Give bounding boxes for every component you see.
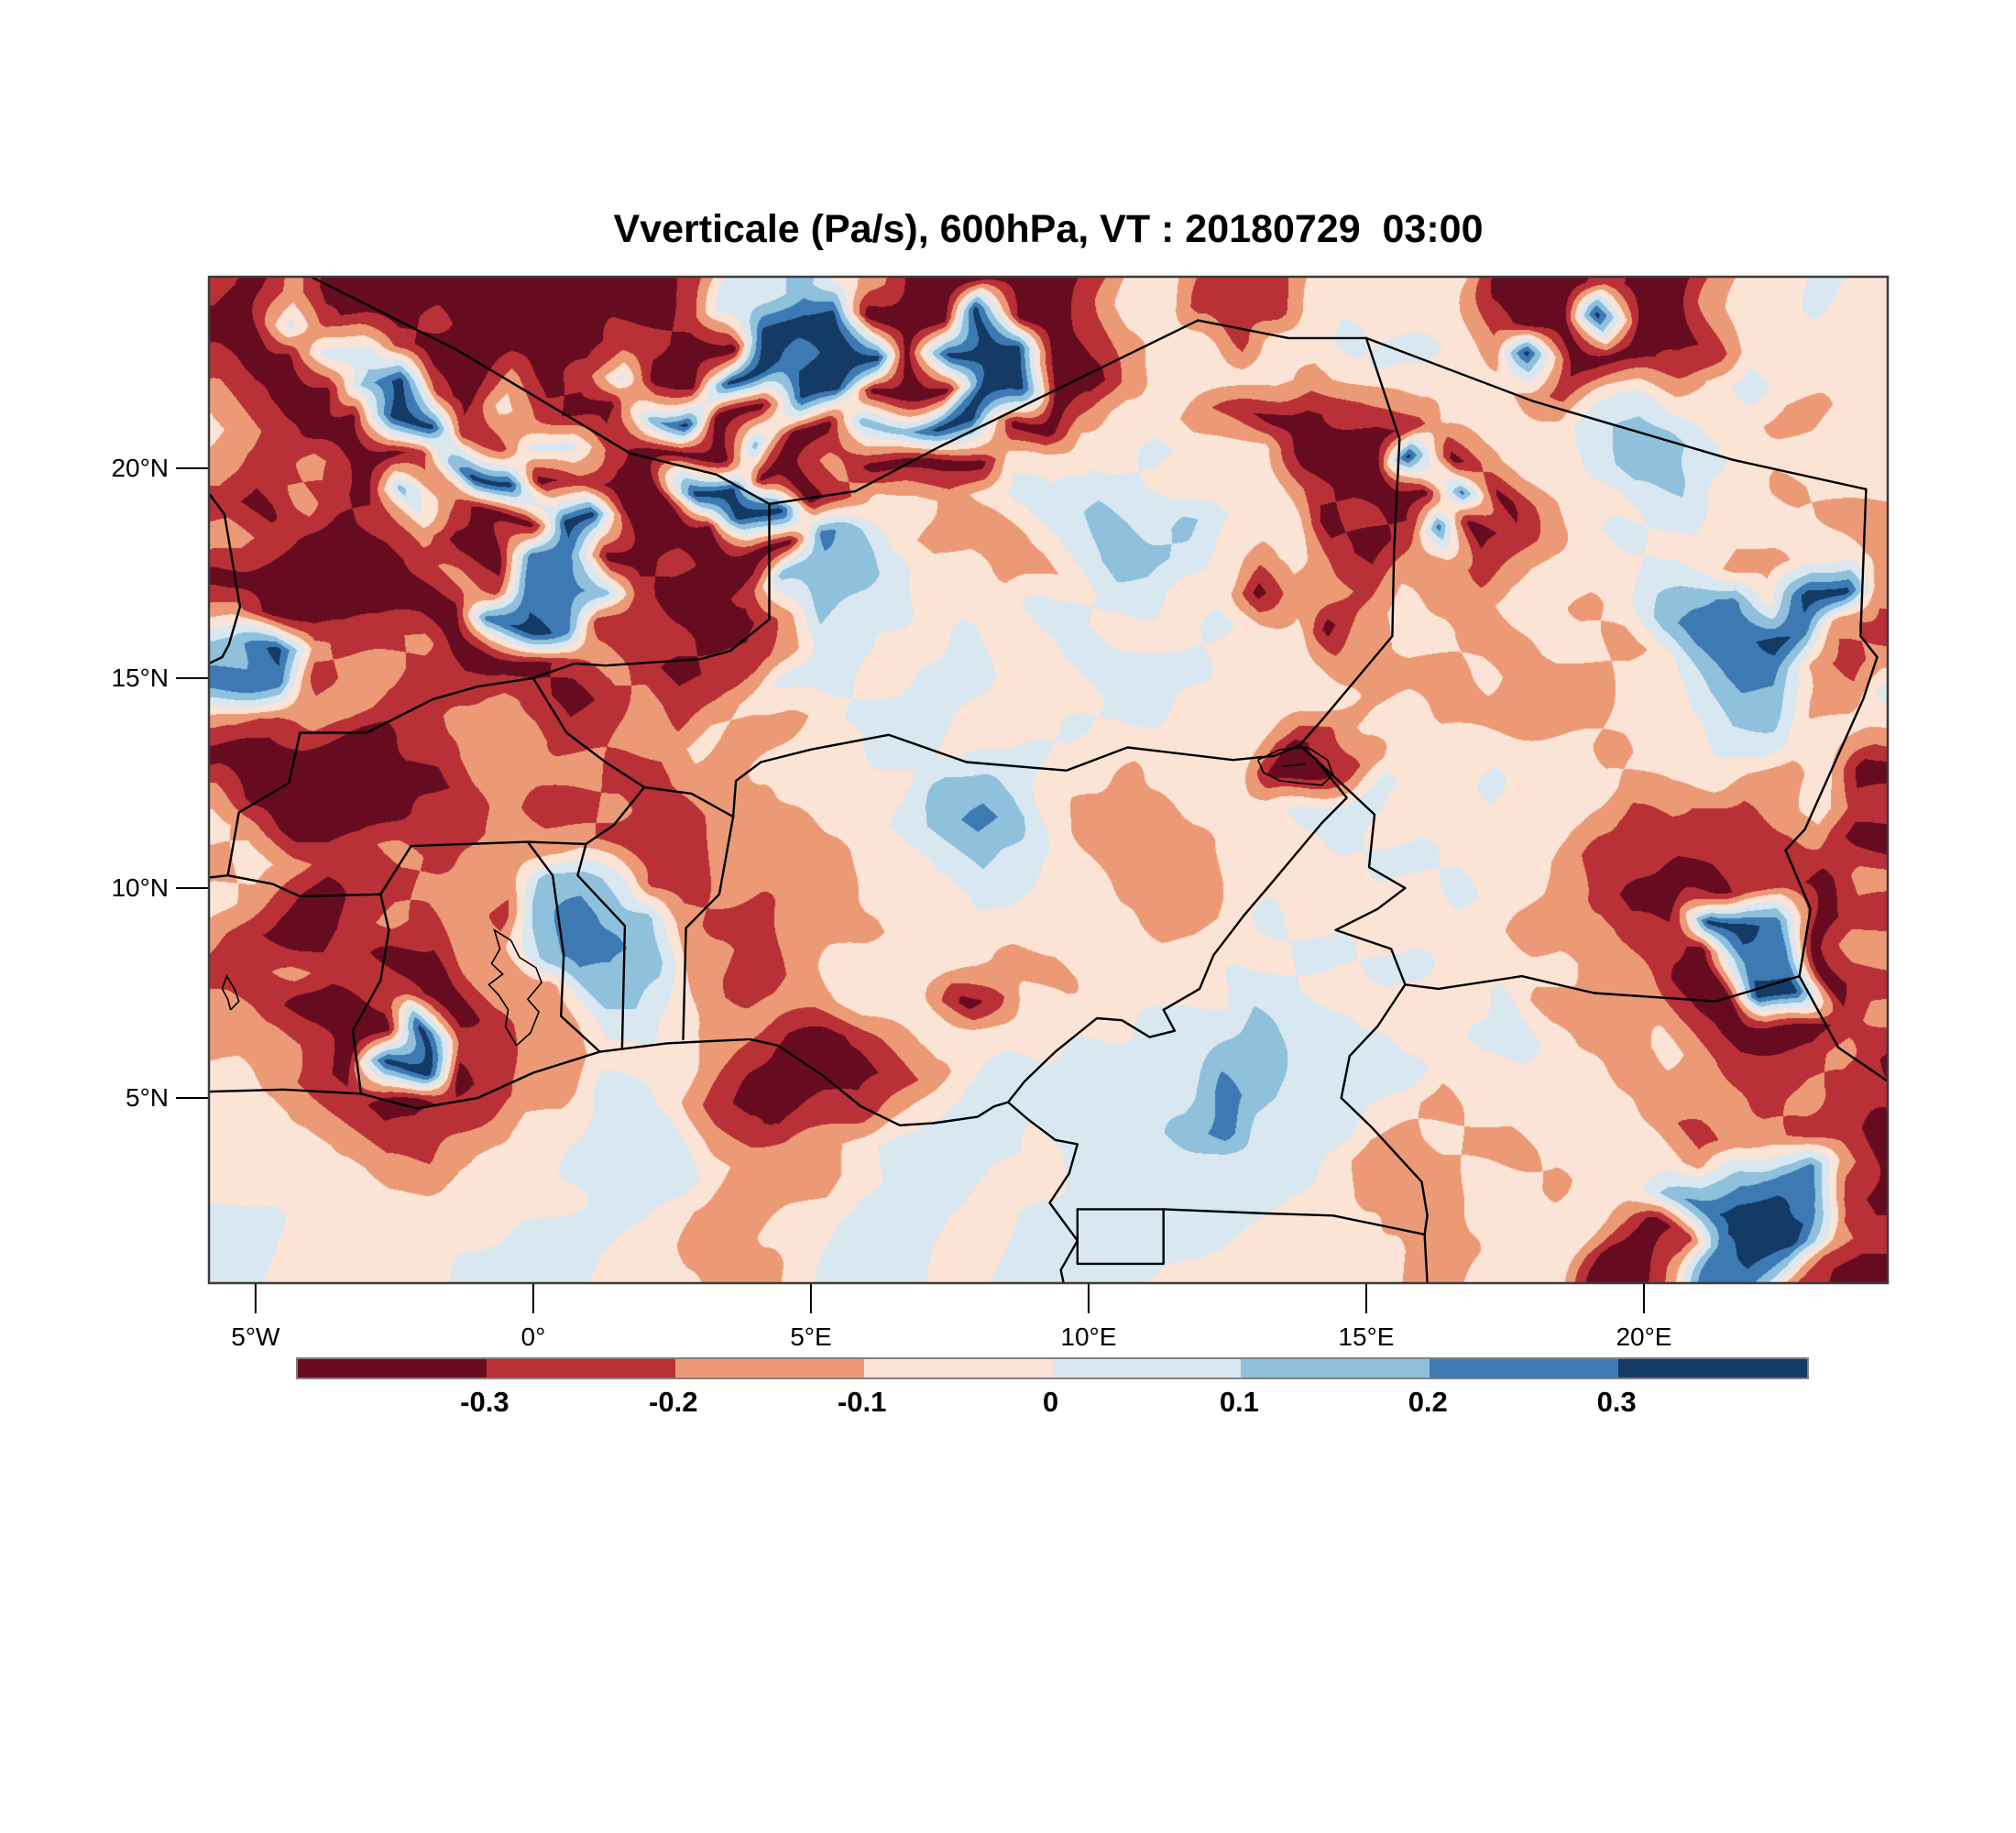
colorbar-tick-label: 0.1 bbox=[1219, 1386, 1259, 1418]
colorbar-tick-label: 0.2 bbox=[1408, 1386, 1448, 1418]
colorbar-tick-label: -0.3 bbox=[460, 1386, 509, 1418]
y-tick-label: 10°N bbox=[111, 873, 169, 902]
contour-field-map bbox=[209, 277, 1888, 1283]
x-tick-label: 5°E bbox=[790, 1323, 832, 1351]
colorbar-segment bbox=[674, 1359, 864, 1377]
x-tick-label: 0° bbox=[520, 1323, 546, 1351]
colorbar-segment bbox=[863, 1359, 1053, 1377]
colorbar-segment bbox=[1052, 1359, 1242, 1377]
colorbar bbox=[296, 1357, 1809, 1379]
x-tick-label: 20°E bbox=[1616, 1323, 1672, 1351]
colorbar-segment bbox=[298, 1359, 487, 1377]
y-tick-label: 20°N bbox=[111, 453, 169, 482]
colorbar-segment bbox=[1241, 1359, 1430, 1377]
y-tick-label: 5°N bbox=[126, 1082, 169, 1112]
colorbar-tick-label: -0.1 bbox=[837, 1386, 887, 1418]
colorbar-tick-label: 0.3 bbox=[1596, 1386, 1637, 1418]
y-tick-label: 15°N bbox=[111, 663, 169, 692]
x-tick-label: 10°E bbox=[1060, 1323, 1117, 1351]
colorbar-segment bbox=[486, 1359, 675, 1377]
colorbar-segment bbox=[1618, 1359, 1807, 1377]
plot-title: Vverticale (Pa/s), 600hPa, VT : 20180729… bbox=[613, 207, 1484, 251]
x-tick-label: 15°E bbox=[1338, 1323, 1395, 1351]
x-tick-label: 5°W bbox=[231, 1323, 280, 1351]
colorbar-segment bbox=[1430, 1359, 1619, 1377]
colorbar-tick-label: -0.2 bbox=[649, 1386, 698, 1418]
colorbar-tick-label: 0 bbox=[1042, 1386, 1059, 1418]
